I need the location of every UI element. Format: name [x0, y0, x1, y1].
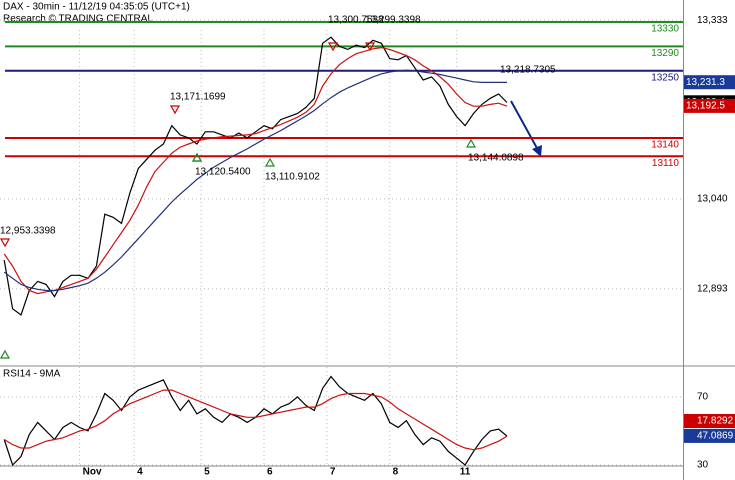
x-tick-label: 8 [393, 467, 399, 478]
projection-arrow-head [532, 145, 542, 157]
annotation-marker [465, 138, 477, 148]
annotation: 13,110.9102 [265, 172, 320, 183]
annotation-marker [364, 42, 376, 52]
y-tick-label: 13,040 [697, 194, 728, 205]
level-label: 13140 [651, 140, 679, 151]
annotation: 13,218.7305 [500, 65, 556, 76]
annotation: 13,120.5400 [195, 167, 251, 178]
level-label: 13330 [651, 24, 679, 35]
annotation-marker [0, 349, 11, 359]
annotation-marker [327, 42, 339, 52]
value-tag-label: 47.0869 [697, 431, 734, 442]
y-tick-label: 12,893 [697, 283, 728, 294]
x-tick-label: 4 [137, 467, 143, 478]
annotation: 13,300.7538 [328, 15, 384, 26]
x-tick-label: 11 [460, 467, 471, 478]
x-tick-label: 6 [267, 467, 273, 478]
y-tick-label: 30 [697, 460, 709, 471]
annotation-marker [191, 152, 203, 162]
annotation: 12,953.3398 [0, 226, 56, 237]
price-tag [684, 75, 735, 90]
projection-arrow [510, 100, 539, 151]
y-tick-label: 13,333 [697, 15, 728, 26]
price-tag [684, 98, 735, 113]
chart-title: DAX - 30min - 11/12/19 04:35:05 (UTC+1) [3, 2, 190, 13]
annotation-marker [264, 157, 276, 167]
level-label: 13290 [651, 48, 679, 59]
price-tag-label: 13,192.5 [686, 101, 725, 112]
series-line [3, 46, 508, 295]
series-line [3, 389, 508, 451]
chart-subtitle: Research © TRADING CENTRAL [3, 14, 153, 25]
annotation: 13,299.3398 [365, 15, 421, 26]
value-tag-label: 17.8292 [697, 416, 734, 427]
series-line [3, 69, 507, 292]
y-tick-label: 70 [697, 392, 709, 403]
level-label: 13250 [651, 72, 679, 83]
x-tick-label: Nov [83, 467, 102, 478]
panel-title: RSI14 - 9MA [3, 369, 61, 380]
value-tag [684, 414, 735, 428]
x-tick-label: 7 [330, 467, 336, 478]
annotation-marker [0, 238, 11, 248]
value-tag [684, 428, 735, 443]
x-tick-label: 5 [204, 467, 210, 478]
annotation: 13,144.0898 [468, 153, 524, 164]
level-label: 13110 [652, 158, 680, 169]
price-tag-label: 13,231.3 [686, 77, 725, 88]
annotation-marker [169, 105, 181, 115]
annotation: 13,171.1699 [170, 92, 226, 103]
